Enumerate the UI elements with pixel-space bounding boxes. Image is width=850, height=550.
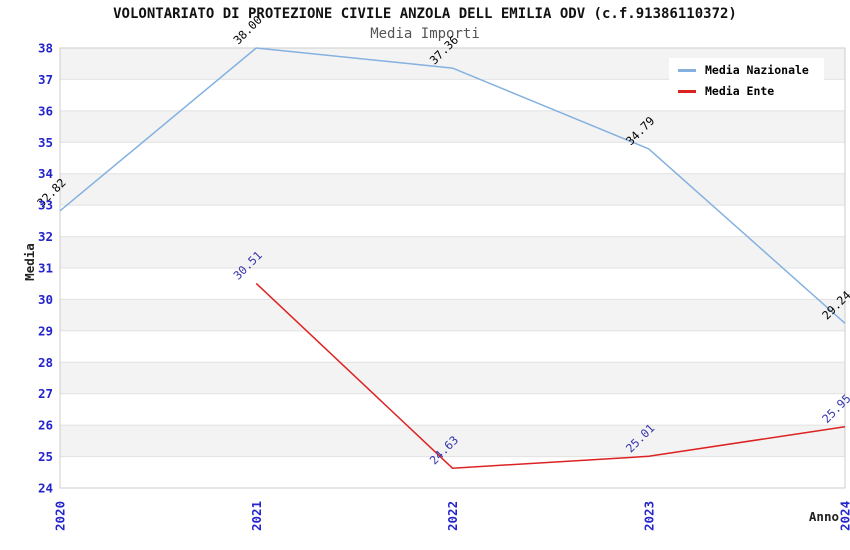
x-tick-label: 2022	[445, 501, 460, 531]
y-tick-label: 28	[38, 355, 53, 370]
grid-band	[60, 173, 845, 206]
x-tick-label: 2023	[641, 501, 656, 531]
legend-item-media-nazionale: Media Nazionale	[678, 61, 824, 79]
y-tick-label: 30	[38, 292, 53, 307]
y-tick-label: 32	[38, 229, 53, 244]
legend-swatch	[678, 89, 696, 93]
plot-border	[59, 47, 846, 489]
y-tick-label: 36	[38, 103, 53, 118]
legend-label: Media Ente	[705, 84, 775, 98]
grid-band	[60, 236, 845, 268]
grid-band	[60, 362, 845, 394]
y-tick-label: 37	[38, 72, 53, 87]
series-line-media-nazionale	[59, 47, 846, 324]
y-tick-label: 38	[38, 41, 53, 56]
y-tick-label: 33	[38, 198, 53, 213]
legend-item-media-ente: Media Ente	[678, 82, 824, 100]
value-label: 38.00	[230, 13, 264, 47]
legend-swatch	[678, 68, 696, 72]
legend: Media Nazionale Media Ente	[669, 58, 824, 103]
y-tick-label: 31	[38, 261, 53, 276]
x-axis-title: Anno	[808, 509, 839, 524]
y-tick-label: 27	[38, 386, 53, 401]
grid-band	[60, 425, 845, 457]
y-tick-label: 25	[38, 449, 53, 464]
grid-band	[60, 299, 845, 331]
chart-title: VOLONTARIATO DI PROTEZIONE CIVILE ANZOLA…	[113, 6, 737, 22]
grid-band	[60, 110, 845, 143]
y-tick-label: 35	[38, 135, 53, 150]
y-tick-label: 34	[38, 166, 53, 181]
y-tick-label: 24	[38, 481, 53, 496]
x-tick-label: 2020	[53, 501, 68, 531]
y-axis-title: Media	[22, 243, 37, 281]
legend-label: Media Nazionale	[705, 63, 809, 77]
chart-subtitle: Media Importi	[370, 26, 480, 42]
series-line-media-ente	[255, 282, 846, 469]
x-tick-label: 2024	[838, 501, 850, 531]
y-tick-label: 29	[38, 323, 53, 338]
x-tick-label: 2021	[249, 501, 264, 531]
y-tick-label: 26	[38, 418, 53, 433]
